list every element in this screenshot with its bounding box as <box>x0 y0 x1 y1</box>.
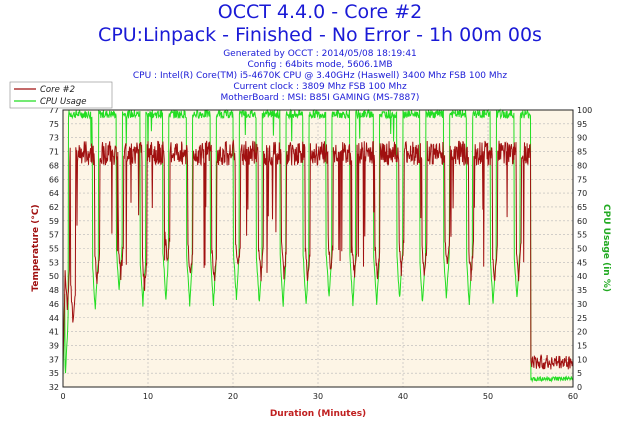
x-tick-label: 40 <box>398 392 408 401</box>
y-tick-label-left: 66 <box>49 175 59 184</box>
y-tick-label-left: 71 <box>49 148 59 157</box>
y-tick-label-left: 53 <box>49 258 59 267</box>
y-tick-label-right: 50 <box>577 245 587 254</box>
y-tick-label-right: 70 <box>577 189 587 198</box>
y-tick-label-right: 80 <box>577 161 587 170</box>
y-axis-label-left: Temperature (°C) <box>31 204 41 291</box>
x-tick-label: 0 <box>60 392 65 401</box>
y-tick-label-right: 75 <box>577 175 587 184</box>
y-tick-label-right: 65 <box>577 203 587 212</box>
y-tick-label-left: 44 <box>49 314 59 323</box>
legend-label-core-2: Core #2 <box>40 85 75 95</box>
y-tick-label-left: 55 <box>49 245 59 254</box>
y-tick-label-left: 41 <box>49 328 59 337</box>
y-tick-label-left: 37 <box>49 355 59 364</box>
info-clock: Current clock : 3809 Mhz FSB 100 Mhz <box>233 82 407 92</box>
y-tick-label-left: 59 <box>49 217 59 226</box>
y-tick-label-left: 57 <box>49 231 59 240</box>
y-tick-label-right: 30 <box>577 300 587 309</box>
y-tick-label-left: 39 <box>49 341 59 350</box>
series-line-core-2 <box>62 139 574 370</box>
plot-frame <box>62 109 574 388</box>
x-tick-label: 20 <box>228 392 238 401</box>
legend: Core #2 CPU Usage <box>9 81 113 109</box>
y-tick-label-right: 55 <box>577 231 587 240</box>
y-tick-label-left: 62 <box>49 203 59 212</box>
y-tick-label-left: 73 <box>49 134 59 143</box>
y-tick-label-left: 77 <box>49 106 59 115</box>
x-tick-label: 10 <box>143 392 153 401</box>
info-generated: Generated by OCCT : 2014/05/08 18:19:41 <box>223 49 417 59</box>
y-tick-label-left: 32 <box>49 383 59 392</box>
series-lines <box>62 108 574 383</box>
y-tick-label-right: 35 <box>577 286 587 295</box>
y-axis-label-right: CPU Usage (in %) <box>601 204 611 292</box>
x-tick-label: 30 <box>313 392 323 401</box>
y-tick-label-left: 35 <box>49 369 59 378</box>
info-motherboard: MotherBoard : MSI: B85I GAMING (MS-7887) <box>220 93 420 103</box>
y-tick-label-left: 46 <box>49 300 59 309</box>
y-tick-label-left: 75 <box>49 120 59 129</box>
y-tick-label-left: 64 <box>49 189 59 198</box>
y-tick-label-left: 48 <box>49 286 59 295</box>
y-tick-label-left: 50 <box>49 272 59 281</box>
y-tick-label-right: 95 <box>577 120 587 129</box>
y-tick-label-right: 10 <box>577 355 587 364</box>
y-tick-label-right: 0 <box>577 383 582 392</box>
y-tick-label-right: 60 <box>577 217 587 226</box>
y-tick-label-right: 85 <box>577 148 587 157</box>
y-tick-label-right: 90 <box>577 134 587 143</box>
x-tick-label: 50 <box>483 392 493 401</box>
info-cpu: CPU : Intel(R) Core(TM) i5-4670K CPU @ 3… <box>132 71 508 81</box>
legend-label-cpu-usage: CPU Usage <box>40 97 86 107</box>
legend-box <box>9 81 113 109</box>
x-axis-label: Duration (Minutes) <box>270 409 366 419</box>
y-tick-label-right: 45 <box>577 258 587 267</box>
y-tick-label-right: 100 <box>577 106 592 115</box>
x-tick-label: 60 <box>568 392 578 401</box>
chart-title: OCCT 4.4.0 - Core #2 <box>217 1 423 23</box>
info-config: Config : 64bits mode, 5606.1MB <box>247 60 393 70</box>
y-tick-label-right: 20 <box>577 328 587 337</box>
y-tick-label-right: 40 <box>577 272 587 281</box>
y-tick-label-right: 5 <box>577 369 582 378</box>
y-tick-label-left: 68 <box>49 161 59 170</box>
y-tick-label-right: 25 <box>577 314 587 323</box>
chart-subtitle: CPU:Linpack - Finished - No Error - 1h 0… <box>98 24 542 46</box>
y-tick-label-right: 15 <box>577 341 587 350</box>
